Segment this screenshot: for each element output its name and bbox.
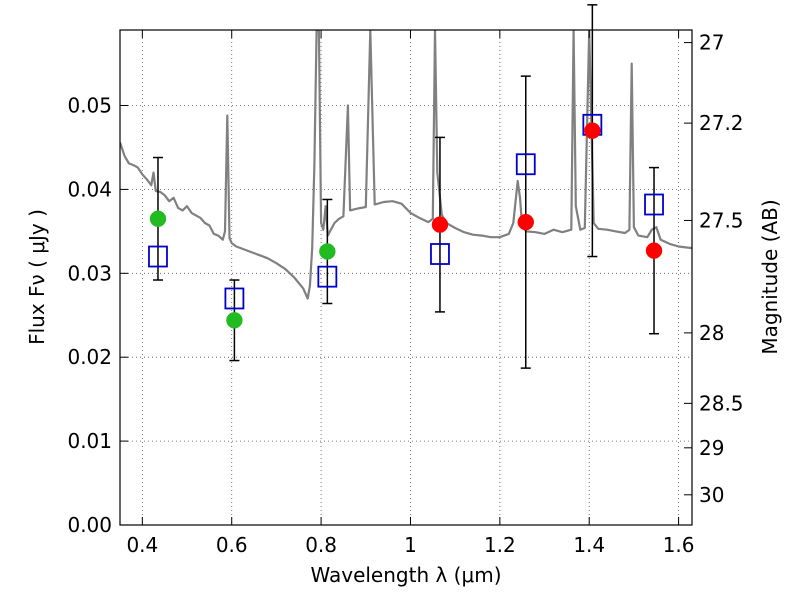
y-tick-label: 0.01 xyxy=(67,429,112,453)
square-marker xyxy=(148,245,168,268)
x-tick-label: 1.4 xyxy=(573,533,605,557)
y2-tick-label: 27.2 xyxy=(699,111,744,135)
y2-tick-label: 28.5 xyxy=(699,391,744,415)
y-tick-label: 0.00 xyxy=(67,513,112,537)
square-marker xyxy=(430,243,450,265)
x-tick-label: 0.6 xyxy=(216,533,248,557)
y2-tick-label: 27 xyxy=(699,31,724,55)
y2-axis-label: Magnitude (AB) xyxy=(758,199,782,354)
plot-frame xyxy=(119,29,693,526)
circle-marker xyxy=(645,242,663,259)
y-tick-label: 0.05 xyxy=(67,94,112,118)
axis-ticks: 0.4 0.6 0.8 1 1.2 1.4 1.6 0.00 0.01 0.02 0.03 0.04 0… xyxy=(67,30,744,557)
y-axis-label: Flux Fν ( μJy ) xyxy=(25,209,49,345)
x-tick-label: 1.6 xyxy=(663,533,695,557)
circle-marker xyxy=(149,210,167,228)
plot-background xyxy=(120,30,692,525)
y2-tick-label: 27.5 xyxy=(699,208,744,232)
y-tick-label: 0.02 xyxy=(67,345,112,369)
y2-tick-label: 29 xyxy=(699,436,724,460)
circle-marker xyxy=(517,213,535,231)
square-marker xyxy=(515,153,536,176)
square-marker xyxy=(317,265,338,288)
square-marker xyxy=(644,193,664,216)
y2-tick-label: 28 xyxy=(699,321,724,345)
model-spectrum xyxy=(120,30,692,300)
data-markers xyxy=(148,113,664,329)
circle-marker xyxy=(584,122,601,139)
square-marker xyxy=(224,287,245,310)
x-axis-label: Wavelength λ (μm) xyxy=(310,563,501,587)
circle-marker xyxy=(319,243,336,260)
x-tick-label: 1 xyxy=(404,533,417,557)
circle-marker xyxy=(431,216,449,233)
spectrum-line xyxy=(120,30,692,300)
y-tick-label: 0.04 xyxy=(67,177,112,201)
y-tick-label: 0.03 xyxy=(67,261,112,285)
y2-tick-label: 30 xyxy=(699,483,724,507)
x-tick-label: 0.4 xyxy=(126,533,158,557)
x-tick-label: 0.8 xyxy=(305,533,337,557)
circle-marker xyxy=(226,312,243,329)
x-tick-label: 1.2 xyxy=(484,533,516,557)
